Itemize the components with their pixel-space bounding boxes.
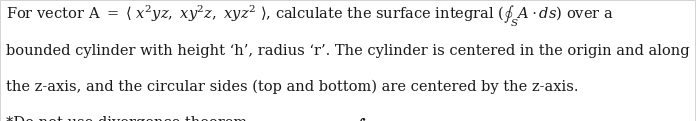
Text: $\oint_S A \cdot ds = \int \nabla \cdot A\, dv$: $\oint_S A \cdot ds = \int \nabla \cdot … [285, 116, 419, 121]
Text: *Do not use divergence theorem: *Do not use divergence theorem [6, 116, 246, 121]
Text: bounded cylinder with height ‘h’, radius ‘r’. The cylinder is centered in the or: bounded cylinder with height ‘h’, radius… [6, 44, 689, 58]
Text: the z-axis, and the circular sides (top and bottom) are centered by the z-axis.: the z-axis, and the circular sides (top … [6, 80, 578, 94]
Text: For vector A $= \ \langle\ x^2yz,\ xy^2z,\ xyz^2\ \rangle$, calculate the surfac: For vector A $= \ \langle\ x^2yz,\ xy^2z… [6, 4, 613, 29]
